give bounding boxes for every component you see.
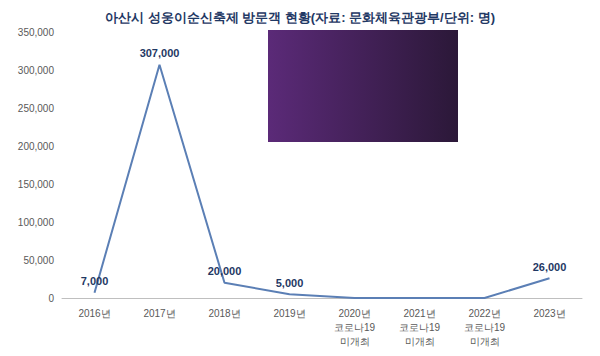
svg-text:2020년: 2020년	[338, 308, 370, 319]
svg-text:250,000: 250,000	[18, 103, 55, 114]
svg-text:코로나19: 코로나19	[464, 322, 506, 333]
svg-text:300,000: 300,000	[18, 65, 55, 76]
svg-text:2022년: 2022년	[468, 308, 500, 319]
svg-text:2016년: 2016년	[78, 308, 110, 319]
svg-text:2018년: 2018년	[208, 308, 240, 319]
svg-text:0: 0	[48, 293, 54, 304]
svg-text:2023년: 2023년	[533, 308, 565, 319]
svg-text:코로나19: 코로나19	[334, 322, 376, 333]
svg-text:150,000: 150,000	[18, 179, 55, 190]
svg-text:2017년: 2017년	[143, 308, 175, 319]
svg-text:5,000: 5,000	[276, 277, 304, 289]
svg-text:200,000: 200,000	[18, 141, 55, 152]
svg-text:미개최: 미개최	[405, 336, 435, 347]
svg-text:미개최: 미개최	[470, 336, 500, 347]
svg-text:307,000: 307,000	[140, 47, 180, 59]
svg-text:2019년: 2019년	[273, 308, 305, 319]
svg-text:2021년: 2021년	[403, 308, 435, 319]
svg-text:50,000: 50,000	[23, 255, 54, 266]
svg-text:아산시 성웅이순신축제 방문객 현황(자료: 문화체육관광부: 아산시 성웅이순신축제 방문객 현황(자료: 문화체육관광부/단위: 명)	[105, 10, 495, 25]
svg-text:26,000: 26,000	[533, 261, 567, 273]
svg-text:코로나19: 코로나19	[399, 322, 441, 333]
svg-text:20,000: 20,000	[208, 265, 242, 277]
svg-text:7,000: 7,000	[81, 275, 109, 287]
svg-text:미개최: 미개최	[340, 336, 370, 347]
svg-text:350,000: 350,000	[18, 27, 55, 38]
svg-text:100,000: 100,000	[18, 217, 55, 228]
